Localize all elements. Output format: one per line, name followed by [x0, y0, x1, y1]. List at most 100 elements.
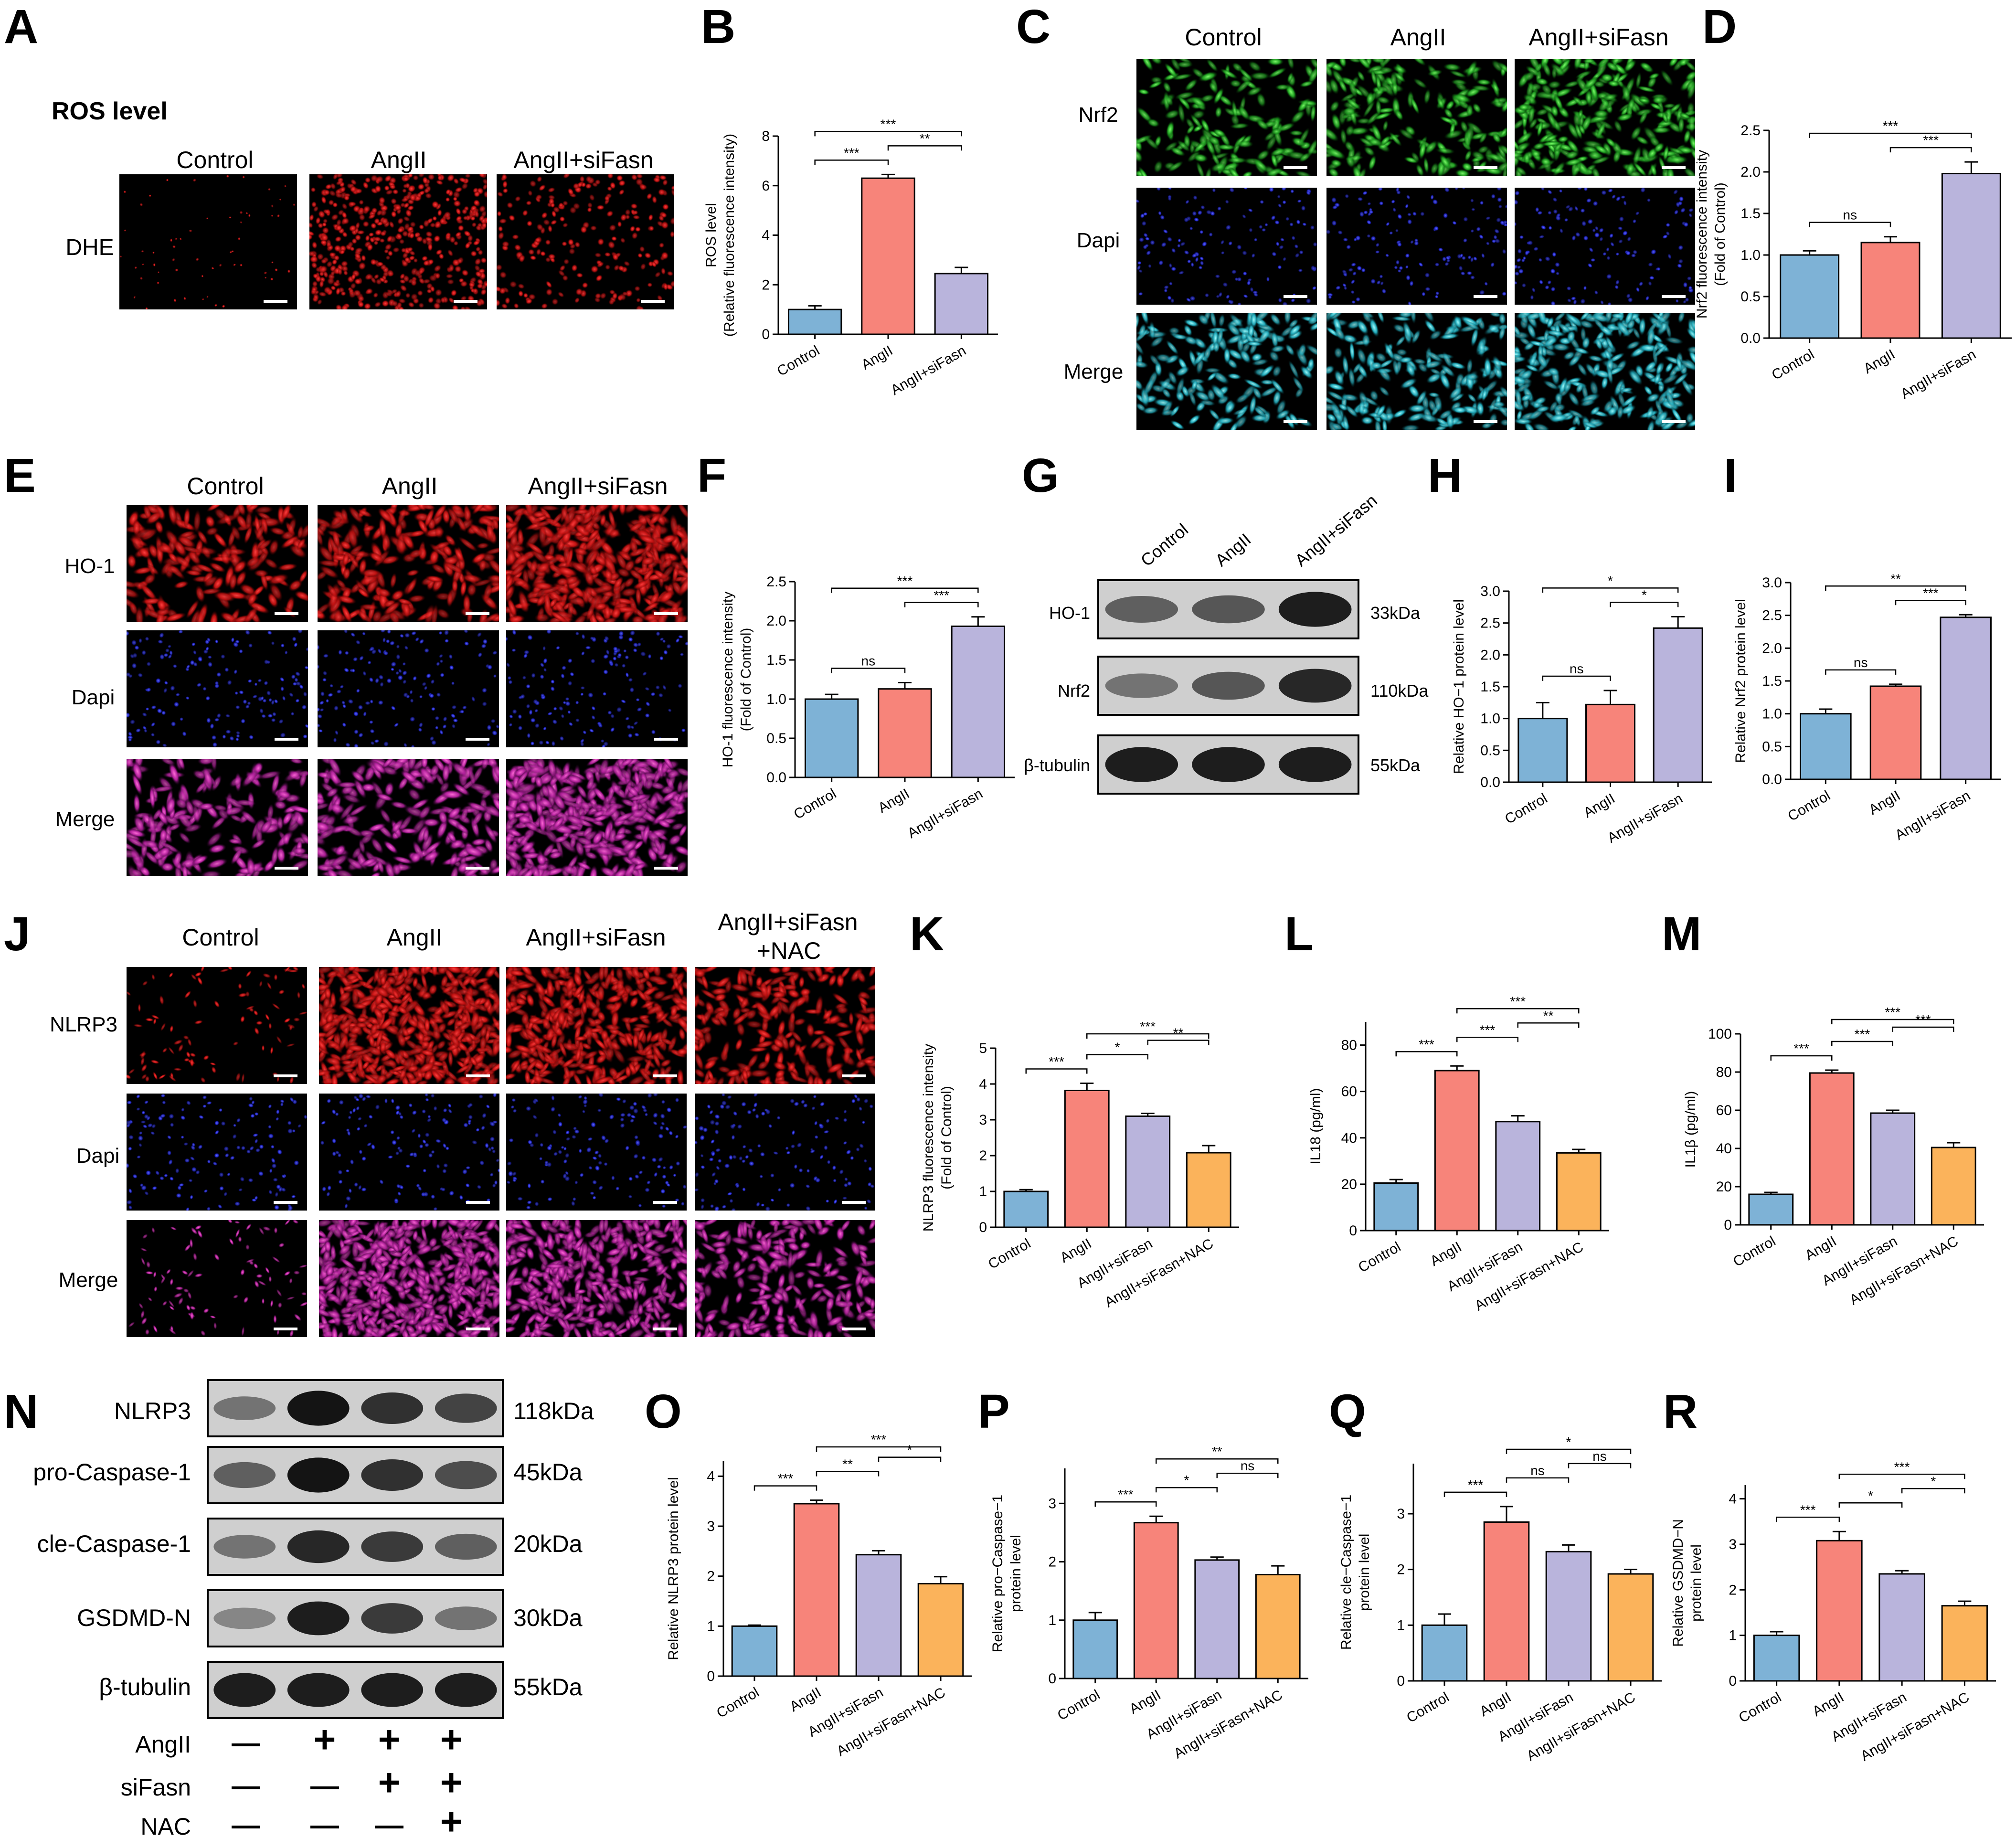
bar: [1941, 172, 2001, 339]
x-tick-label: AngII+siFasn+NAC: [1171, 1687, 1285, 1762]
significance-label: ns: [1530, 1463, 1545, 1478]
significance-bracket: [1809, 222, 1891, 227]
blot-band-row: [1097, 734, 1359, 795]
significance-bracket: [1506, 1448, 1632, 1454]
y-tick-label: 0.0: [1740, 330, 1761, 346]
bar: [1931, 1147, 1976, 1226]
y-axis-label: ROS level: [703, 203, 719, 267]
y-axis-label: (Fold of Control): [738, 628, 754, 732]
significance-bracket: [1892, 1026, 1954, 1032]
significance-label: ns: [1592, 1449, 1607, 1464]
x-tick-label: Control: [1736, 1689, 1784, 1726]
panel-letter-M: M: [1662, 907, 1701, 961]
panel-A-col-label: Control: [176, 147, 253, 173]
bar-chart-B: 0 2 4 6 8 ROS level (Relative fluorescence int…: [703, 117, 998, 398]
panel-J-col-label: AngII+siFasn: [718, 909, 858, 935]
y-tick-label: 2.0: [1740, 164, 1761, 180]
significance-label: *: [1868, 1488, 1873, 1503]
treatment-signs: — + + +— — + +— — — +: [232, 1718, 462, 1838]
x-tick-label: Control: [1502, 790, 1550, 827]
panel-letter-I: I: [1724, 449, 1737, 502]
panel-C-row-label: Dapi: [1077, 229, 1120, 252]
significance-label: **: [1173, 1026, 1184, 1041]
bar: [1133, 1522, 1179, 1679]
significance-label: **: [920, 131, 930, 146]
bar: [1556, 1152, 1602, 1232]
significance-bracket: [1094, 1501, 1157, 1507]
treatment-sign: —: [310, 1809, 339, 1838]
treatment-sign: +: [378, 1761, 401, 1804]
significance-bracket: [1395, 1051, 1458, 1057]
y-tick-label: 1.5: [1480, 679, 1500, 695]
significance-bracket: [1542, 675, 1611, 681]
x-tick-label: Control: [986, 1235, 1033, 1272]
significance-label: ns: [1570, 661, 1584, 676]
significance-label: ***: [934, 588, 949, 603]
x-tick-label: Control: [775, 342, 822, 379]
treatment-sign: +: [440, 1800, 463, 1838]
blot-band-label: GSDMD-N: [77, 1604, 191, 1631]
panel-A-col-label: AngII+siFasn: [513, 147, 653, 173]
bar-chart-H: 0.0 0.5 1.0 1.5 2.0 2.5 3.0 Relative HO−1 prote…: [1451, 573, 1712, 846]
bar: [804, 698, 859, 778]
panel-letter-L: L: [1284, 907, 1314, 961]
y-tick-label: 2: [707, 1569, 715, 1584]
significance-bracket: [1086, 1033, 1210, 1039]
y-tick-label: 6: [762, 178, 770, 194]
blot-band-row: [207, 1589, 504, 1647]
y-tick-label: 60: [1341, 1084, 1357, 1100]
significance-bracket: [878, 1456, 942, 1462]
y-tick-label: 2.0: [1480, 647, 1500, 663]
bar: [1483, 1521, 1530, 1682]
treatment-sign: —: [232, 1727, 260, 1759]
panel-letter-P: P: [978, 1385, 1010, 1438]
panel-C-col-label: AngII+siFasn: [1528, 24, 1668, 51]
y-tick-label: 1.5: [766, 652, 786, 668]
y-tick-label: 0: [1729, 1673, 1737, 1689]
panel-letter-N: N: [4, 1385, 38, 1438]
blot-band-row: [207, 1518, 504, 1576]
panel-J-row-label: Dapi: [76, 1144, 120, 1168]
significance-bracket: [1216, 1472, 1279, 1478]
y-axis-label: (Fold of Control): [939, 1086, 955, 1190]
nlrp3-micrograph: [506, 967, 687, 1084]
bar: [1870, 1112, 1916, 1226]
panel-A-row-label: DHE: [65, 235, 114, 260]
y-axis-label: Relative HO−1 protein level: [1451, 599, 1467, 774]
y-axis-label: NLRP3 fluorescence intensity: [921, 1044, 936, 1232]
nlrp3-micrograph: [127, 1220, 307, 1337]
blot-kda-label: 33kDa: [1370, 603, 1421, 623]
y-tick-label: 3: [979, 1112, 987, 1128]
y-axis-label: protein level: [1008, 1535, 1024, 1612]
significance-bracket: [753, 1485, 817, 1491]
y-tick-label: 3: [1729, 1537, 1737, 1552]
bar: [1585, 703, 1635, 783]
bar: [1800, 713, 1852, 780]
bar: [793, 1503, 840, 1677]
significance-bracket: [816, 1446, 942, 1452]
bar: [1003, 1190, 1049, 1228]
y-tick-label: 1.0: [766, 691, 786, 707]
bar-chart-M: 0 20 40 60 80 100 IL1β (pg/ml) Control AngII AngI…: [1683, 1005, 1984, 1308]
x-tick-label: AngII+siFasn: [905, 786, 986, 841]
significance-label: *: [1566, 1434, 1571, 1449]
bar: [1809, 1072, 1855, 1226]
y-axis-label: Nrf2 fluorescence intensity: [1694, 150, 1710, 319]
y-tick-label: 0.0: [1480, 775, 1500, 790]
nlrp3-micrograph: [127, 967, 307, 1084]
significance-label: ***: [1923, 585, 1939, 600]
y-tick-label: 60: [1716, 1103, 1732, 1118]
significance-label: ***: [778, 1471, 794, 1486]
significance-bracket: [1086, 1054, 1148, 1060]
x-tick-label: AngII+siFasn+NAC: [834, 1684, 948, 1759]
y-tick-label: 1.0: [1480, 711, 1500, 727]
dhe-micrograph: [497, 174, 674, 309]
bar: [1653, 627, 1703, 783]
y-axis-label: HO-1 fluorescence intensity: [720, 592, 736, 768]
y-tick-label: 4: [979, 1076, 987, 1092]
y-tick-label: 0.0: [1762, 772, 1782, 787]
y-tick-label: 2: [1048, 1554, 1056, 1570]
bar-chart-Q: 0 1 2 3 Relative cle−Caspase−1 protein level C…: [1338, 1434, 1662, 1764]
treatment-sign: —: [232, 1809, 260, 1838]
